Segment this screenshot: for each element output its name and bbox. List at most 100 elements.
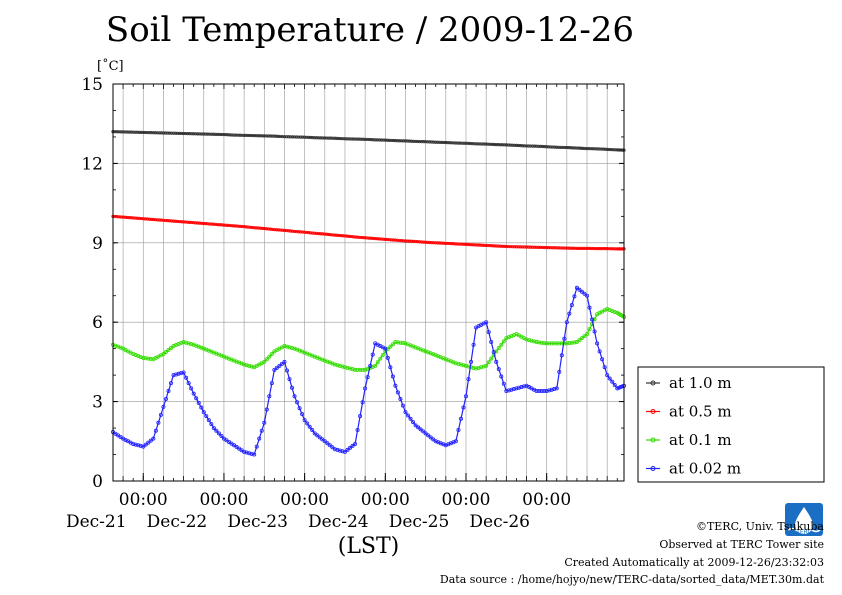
- x-tick-label-time: 00:00: [199, 490, 248, 510]
- data-marker: [489, 340, 494, 345]
- y-axis: 0 3 6 9 12 15: [81, 75, 624, 492]
- data-marker: [400, 341, 405, 346]
- legend-box: [637, 366, 825, 483]
- data-marker: [174, 372, 179, 377]
- data-marker: [199, 405, 204, 410]
- data-point: [322, 439, 327, 444]
- data-point: [403, 410, 408, 415]
- data-point: [494, 359, 499, 364]
- data-marker: [416, 425, 421, 430]
- data-marker: [163, 396, 168, 401]
- series-line: [112, 286, 625, 456]
- legend-label: at 1.0 m: [669, 374, 732, 392]
- data-marker: [479, 365, 484, 370]
- data-marker: [247, 363, 252, 368]
- legend-marker: [650, 466, 656, 471]
- data-marker: [471, 365, 476, 370]
- data-point: [161, 404, 166, 409]
- data-marker: [542, 341, 547, 346]
- data-marker: [305, 421, 310, 426]
- data-marker: [269, 351, 274, 356]
- data-point: [282, 344, 287, 349]
- data-marker: [307, 424, 312, 429]
- data-marker: [539, 389, 544, 394]
- data-point: [504, 389, 509, 394]
- x-tick-label-time: 00:00: [441, 490, 490, 510]
- data-point: [463, 363, 468, 368]
- data-marker: [254, 444, 259, 449]
- data-marker: [249, 451, 254, 456]
- data-marker: [310, 428, 315, 433]
- data-marker: [590, 317, 595, 322]
- data-marker: [184, 375, 189, 380]
- data-marker: [189, 342, 194, 347]
- data-marker: [287, 377, 292, 382]
- data-marker: [287, 345, 292, 350]
- data-marker: [537, 340, 542, 345]
- data-marker: [592, 317, 597, 322]
- data-marker: [572, 294, 577, 299]
- data-point: [484, 320, 489, 325]
- data-marker: [269, 381, 274, 386]
- data-marker: [496, 367, 501, 372]
- data-point: [312, 431, 317, 436]
- data-marker: [370, 352, 375, 357]
- data-marker: [380, 352, 385, 357]
- data-marker: [610, 379, 615, 384]
- data-marker: [590, 322, 595, 327]
- data-point: [494, 349, 499, 354]
- data-marker: [244, 363, 249, 368]
- data-marker: [476, 365, 481, 370]
- x-tick-label-date: Dec-22: [147, 512, 208, 532]
- data-marker: [547, 388, 552, 393]
- data-point: [554, 341, 559, 346]
- data-marker: [179, 371, 184, 376]
- data-marker: [469, 359, 474, 364]
- data-marker: [471, 342, 476, 347]
- data-marker: [186, 341, 191, 346]
- data-marker: [340, 364, 345, 369]
- data-marker: [355, 367, 360, 372]
- data-point: [585, 293, 590, 298]
- series-at-1-0-m: [111, 130, 626, 152]
- data-marker: [337, 448, 342, 453]
- data-marker: [390, 342, 395, 347]
- data-marker: [489, 356, 494, 361]
- legend-entry: at 0.02 m: [646, 460, 741, 478]
- data-point: [282, 359, 287, 364]
- data-point: [453, 439, 458, 444]
- data-marker: [133, 442, 138, 447]
- data-marker: [426, 433, 431, 438]
- data-point: [181, 370, 186, 375]
- legend-marker: [650, 380, 656, 386]
- data-marker: [408, 416, 413, 421]
- data-marker: [249, 364, 254, 369]
- data-point: [554, 386, 559, 391]
- data-point: [605, 373, 610, 378]
- footer-observed: Observed at TERC Tower site: [659, 538, 824, 551]
- data-marker: [184, 340, 189, 345]
- footer-copyright: ©TERC, Univ. Tsukuba: [695, 520, 824, 533]
- data-marker: [345, 447, 350, 452]
- data-marker: [143, 442, 148, 447]
- data-point: [423, 431, 428, 436]
- data-marker: [348, 366, 353, 371]
- data-marker: [136, 443, 141, 448]
- data-marker: [516, 385, 521, 390]
- data-marker: [247, 451, 252, 456]
- data-marker: [612, 383, 617, 388]
- data-point: [161, 351, 166, 356]
- data-marker: [335, 363, 340, 368]
- series-at-0-02-m: [111, 285, 627, 457]
- data-marker: [431, 437, 436, 442]
- legend-label: at 0.02 m: [669, 460, 741, 478]
- data-point: [534, 389, 539, 394]
- data-marker: [350, 367, 355, 372]
- data-marker: [146, 440, 151, 445]
- y-tick-label: 6: [92, 313, 103, 333]
- data-marker: [320, 437, 325, 442]
- data-marker: [600, 357, 605, 362]
- data-marker: [542, 389, 547, 394]
- data-marker: [196, 400, 201, 405]
- data-marker: [388, 344, 393, 349]
